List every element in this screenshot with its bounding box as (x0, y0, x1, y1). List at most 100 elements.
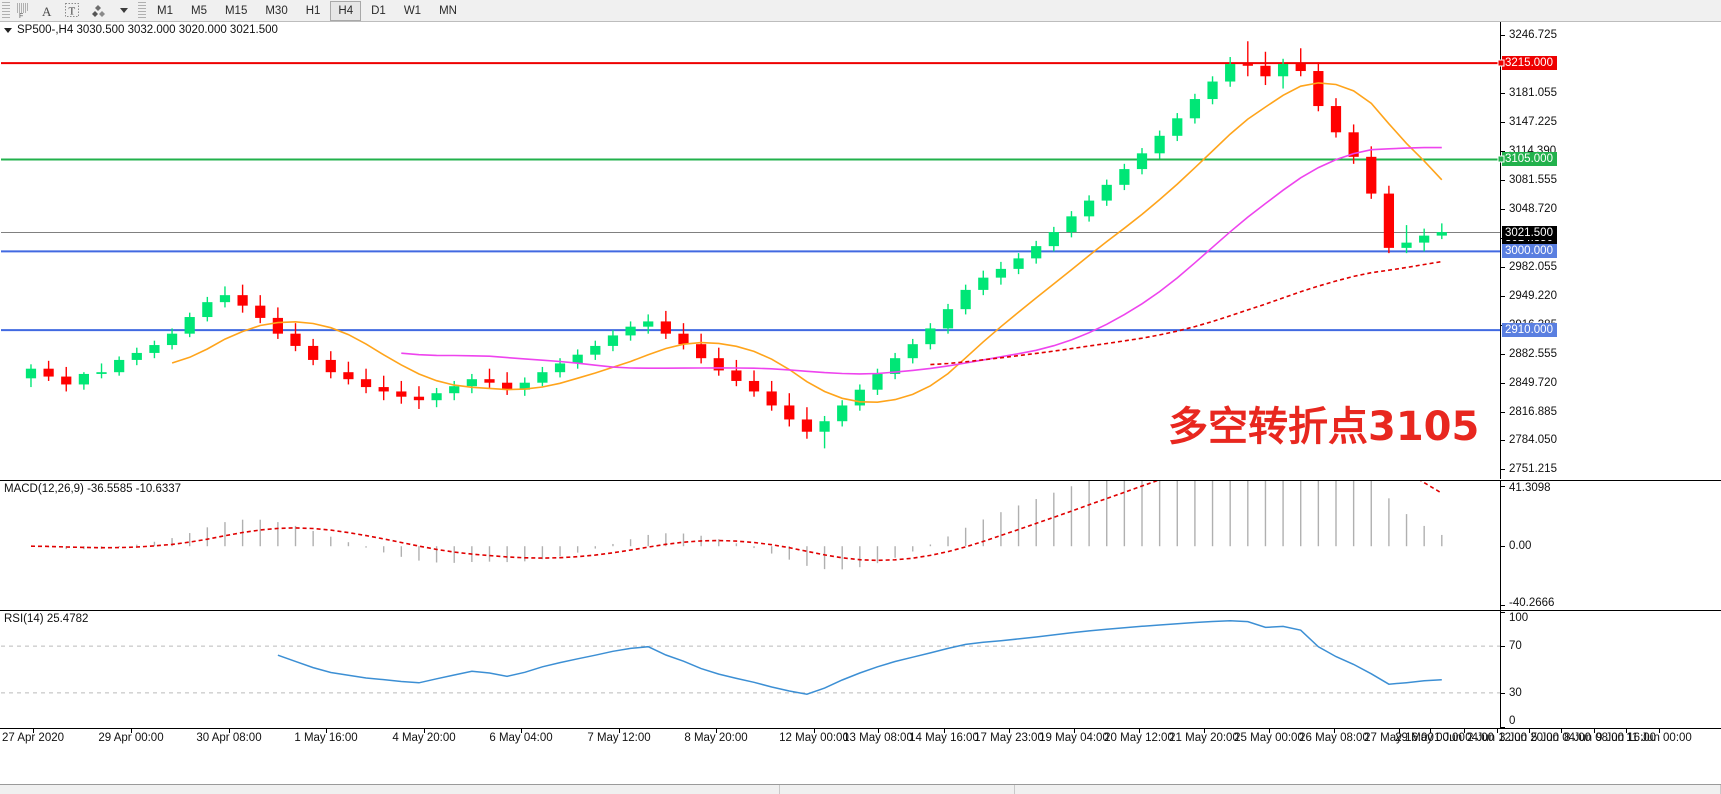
timeframe-mn[interactable]: MN (439, 4, 457, 17)
price-tag[interactable]: 3105.000 (1502, 152, 1557, 167)
price-axis[interactable]: 3246.725 3181.055 3147.225 3114.390 3081.555… (1497, 22, 1721, 479)
price-tag-handle[interactable] (1497, 155, 1505, 163)
status-bar (0, 784, 1721, 794)
time-tick-label: 11 Jun 00:00 (1626, 732, 1692, 744)
time-tick-label: 30 Apr 08:00 (196, 732, 262, 744)
time-tick-label: 29 Apr 00:00 (98, 732, 164, 744)
price-panel[interactable]: SP500-,H4 3030.500 3032.000 3020.000 302… (0, 22, 1721, 480)
time-tickmark (1074, 729, 1075, 733)
chart-annotation-text[interactable]: 多空转折点3105 (1168, 404, 1480, 450)
time-tick-label: 8 Jun 08:00 (1563, 732, 1625, 744)
rsi-panel[interactable]: RSI(14) 25.4782 100 70 30 0 (0, 610, 1721, 728)
price-tick-label: 2849.720 (1509, 376, 1557, 389)
price-tick-label: 3246.725 (1509, 29, 1557, 42)
timeframe-w1[interactable]: W1 (403, 4, 422, 17)
price-tick-label: 2982.055 (1509, 261, 1557, 274)
toolbar-separator (138, 1, 146, 20)
price-tick-label: 3081.555 (1509, 173, 1557, 186)
time-tickmark (1430, 729, 1431, 733)
chart-container[interactable]: SP500-,H4 3030.500 3032.000 3020.000 302… (0, 22, 1721, 794)
macd-tick-label: 0.00 (1509, 540, 1532, 553)
svg-text:F: F (19, 13, 23, 19)
price-tickmark (1501, 180, 1505, 181)
time-tick-label: 25 May 00:00 (1234, 732, 1304, 744)
time-tickmark (1139, 729, 1140, 733)
macd-series-canvas (30, 481, 1443, 570)
timeframe-h4[interactable]: H4 (330, 0, 362, 21)
rsi-tickmark (1501, 646, 1505, 647)
price-tickmark (1501, 412, 1505, 413)
time-tick-label: 12 May 00:00 (779, 732, 849, 744)
rsi-tickmark (1501, 727, 1505, 728)
time-tick-label: 8 May 20:00 (684, 732, 748, 744)
timeframe-d1[interactable]: D1 (371, 4, 386, 17)
macd-plot-area[interactable] (1, 481, 1500, 610)
time-tick-label: 27 May 16:00 (1364, 732, 1434, 744)
rsi-plot-area[interactable] (1, 611, 1500, 728)
time-tickmark (33, 729, 34, 733)
price-tickmark (1501, 469, 1505, 470)
time-tickmark (521, 729, 522, 733)
time-tick-label: 29 May 00:00 (1395, 732, 1465, 744)
main-toolbar: F A T M1 M5 M15 M30 H1 H4 D1 W1 MN (0, 0, 1721, 22)
status-cell-main (0, 785, 780, 794)
macd-tickmark (1501, 605, 1505, 606)
time-tickmark (326, 729, 327, 733)
price-plot-area[interactable] (1, 22, 1500, 479)
price-tag[interactable]: 3000.000 (1502, 244, 1557, 259)
rsi-tick-label: 30 (1509, 686, 1522, 699)
rsi-tick-label: 0 (1509, 715, 1516, 727)
time-tickmark (878, 729, 879, 733)
time-tickmark (814, 729, 815, 733)
timeframe-m15[interactable]: M15 (224, 4, 248, 17)
price-tick-label: 2784.050 (1509, 434, 1557, 447)
rsi-axis[interactable]: 100 70 30 0 (1500, 611, 1721, 728)
time-tick-label: 7 May 12:00 (587, 732, 651, 744)
dropdown-arrow-icon[interactable] (113, 1, 135, 21)
price-tickmark (1501, 267, 1505, 268)
time-tickmark (619, 729, 620, 733)
time-tickmark (131, 729, 132, 733)
price-tick-label: 3048.720 (1509, 202, 1557, 215)
time-tick-label: 5 Jun 04:00 (1530, 732, 1592, 744)
timeframe-m30[interactable]: M30 (265, 4, 288, 17)
price-tickmark (1501, 35, 1505, 36)
time-tickmark (1529, 729, 1530, 733)
rsi-tick-label: 70 (1509, 640, 1522, 653)
price-tickmark (1501, 93, 1505, 94)
text-label-icon[interactable]: A (37, 1, 59, 21)
time-tickmark (1399, 729, 1400, 733)
timeframe-m5[interactable]: M5 (190, 4, 207, 17)
price-tickmark (1501, 296, 1505, 297)
price-tag[interactable]: 2910.000 (1502, 323, 1557, 338)
rsi-tickmark (1501, 612, 1505, 613)
timeframe-m1[interactable]: M1 (157, 4, 173, 17)
toolbar-drag-handle[interactable] (2, 1, 10, 20)
svg-text:T: T (69, 6, 76, 18)
time-tickmark (1594, 729, 1595, 733)
macd-axis[interactable]: 41.3098 0.00 -40.2666 (1500, 481, 1721, 610)
crosshair-icon[interactable]: F (12, 1, 35, 21)
rsi-tickmark (1501, 693, 1505, 694)
timeframe-h1[interactable]: H1 (305, 4, 321, 17)
quote-text: SP500-,H4 3030.500 3032.000 3020.000 302… (17, 24, 278, 36)
time-tick-label: 13 May 08:00 (843, 732, 913, 744)
rsi-series-canvas (1, 619, 1500, 695)
text-box-icon[interactable]: T (61, 1, 85, 21)
macd-panel[interactable]: MACD(12,26,9) -36.5585 -10.6337 41.3098 0… (0, 480, 1721, 610)
chart-menu-caret-icon[interactable] (4, 27, 12, 33)
macd-tickmark (1501, 486, 1505, 487)
time-tick-label: 20 May 12:00 (1104, 732, 1174, 744)
price-series-canvas (1, 41, 1500, 449)
time-tickmark (1009, 729, 1010, 733)
price-tag[interactable]: 3215.000 (1502, 56, 1557, 71)
price-tickmark (1501, 383, 1505, 384)
price-tick-label: 3181.055 (1509, 86, 1557, 99)
time-tick-label: 26 May 08:00 (1299, 732, 1369, 744)
time-tick-label: 14 May 16:00 (909, 732, 979, 744)
time-tick-label: 9 Jun 16:00 (1595, 732, 1657, 744)
price-tag[interactable]: 3021.500 (1502, 225, 1557, 240)
time-axis[interactable]: 27 Apr 2020 29 Apr 00:00 30 Apr 08:00 1 May… (0, 728, 1721, 748)
price-tag-handle[interactable] (1497, 59, 1505, 67)
objects-icon[interactable] (87, 1, 111, 21)
